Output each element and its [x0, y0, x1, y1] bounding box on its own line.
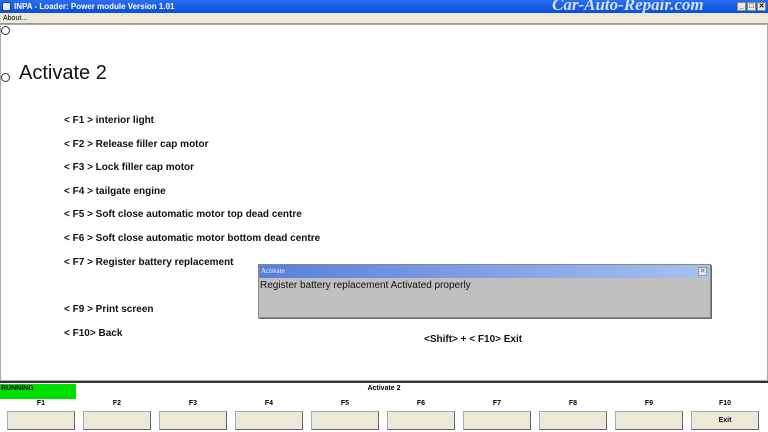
- fkey-button-f2[interactable]: [83, 411, 151, 430]
- function-key-panel: RUNNING Activate 2 F1 F2 F3 F4 F5 F6 F7 F8 F9 F10…: [0, 381, 768, 432]
- fkey-label: F9: [644, 400, 654, 407]
- window-title: INPA - Loader: Power module Version 1.01: [14, 2, 175, 11]
- menu-option: < F6 > Soft close automatic motor bottom…: [64, 233, 321, 244]
- fkey-button-f4[interactable]: [235, 411, 303, 430]
- maximize-button[interactable]: □: [747, 2, 756, 11]
- fkey-button-f9[interactable]: [615, 411, 683, 430]
- fkey-label: F1: [36, 400, 46, 407]
- radio-button[interactable]: [1, 26, 10, 35]
- menu-option: < F3 > Lock filler cap motor: [64, 162, 195, 173]
- menu-option: < F10> Back: [64, 328, 123, 339]
- menu-option: < F4 > tailgate engine: [64, 186, 166, 197]
- menu-bar: About...: [0, 13, 768, 24]
- menu-option: < F2 > Release filler cap motor: [64, 139, 209, 150]
- page-title: Activate 2: [19, 62, 107, 84]
- dialog-close-icon[interactable]: ✕: [698, 267, 707, 276]
- menu-about[interactable]: About...: [3, 15, 28, 22]
- fkey-button-f8[interactable]: [539, 411, 607, 430]
- fkey-label: F7: [492, 400, 502, 407]
- menu-option: < F7 > Register battery replacement: [64, 257, 234, 268]
- fkey-button-f1[interactable]: [7, 411, 75, 430]
- close-button[interactable]: ✕: [757, 2, 766, 11]
- fkey-label: F2: [112, 400, 122, 407]
- status-title: Activate 2: [367, 385, 401, 392]
- menu-option: < F1 > interior light: [64, 115, 155, 126]
- radio-button[interactable]: [1, 73, 10, 82]
- menu-option: < F9 > Print screen: [64, 304, 154, 315]
- fkey-label: F5: [340, 400, 350, 407]
- fkey-button-f3[interactable]: [159, 411, 227, 430]
- activate-dialog: Activate ✕ Register battery replacement …: [258, 264, 711, 318]
- dialog-message: Register battery replacement Activated p…: [260, 280, 471, 291]
- fkey-button-f7[interactable]: [463, 411, 531, 430]
- minimize-button[interactable]: _: [737, 2, 746, 11]
- dialog-title: Activate: [259, 265, 710, 278]
- fkey-button-f5[interactable]: [311, 411, 379, 430]
- menu-option: < F5 > Soft close automatic motor top de…: [64, 209, 302, 220]
- status-badge: RUNNING: [0, 384, 76, 399]
- watermark: Car-Auto-Repair.com: [552, 0, 704, 14]
- fkey-label: F10: [718, 400, 732, 407]
- title-bar: INPA - Loader: Power module Version 1.01…: [0, 0, 768, 13]
- fkey-label: F4: [264, 400, 274, 407]
- exit-hint: <Shift> + < F10> Exit: [424, 334, 523, 345]
- fkey-label: F8: [568, 400, 578, 407]
- fkey-button-f10[interactable]: Exit: [691, 411, 759, 430]
- fkey-label: F6: [416, 400, 426, 407]
- main-panel: Activate 2 < F1 > interior light < F2 > R…: [0, 24, 768, 381]
- app-icon: [2, 2, 11, 11]
- fkey-button-f6[interactable]: [387, 411, 455, 430]
- fkey-label: F3: [188, 400, 198, 407]
